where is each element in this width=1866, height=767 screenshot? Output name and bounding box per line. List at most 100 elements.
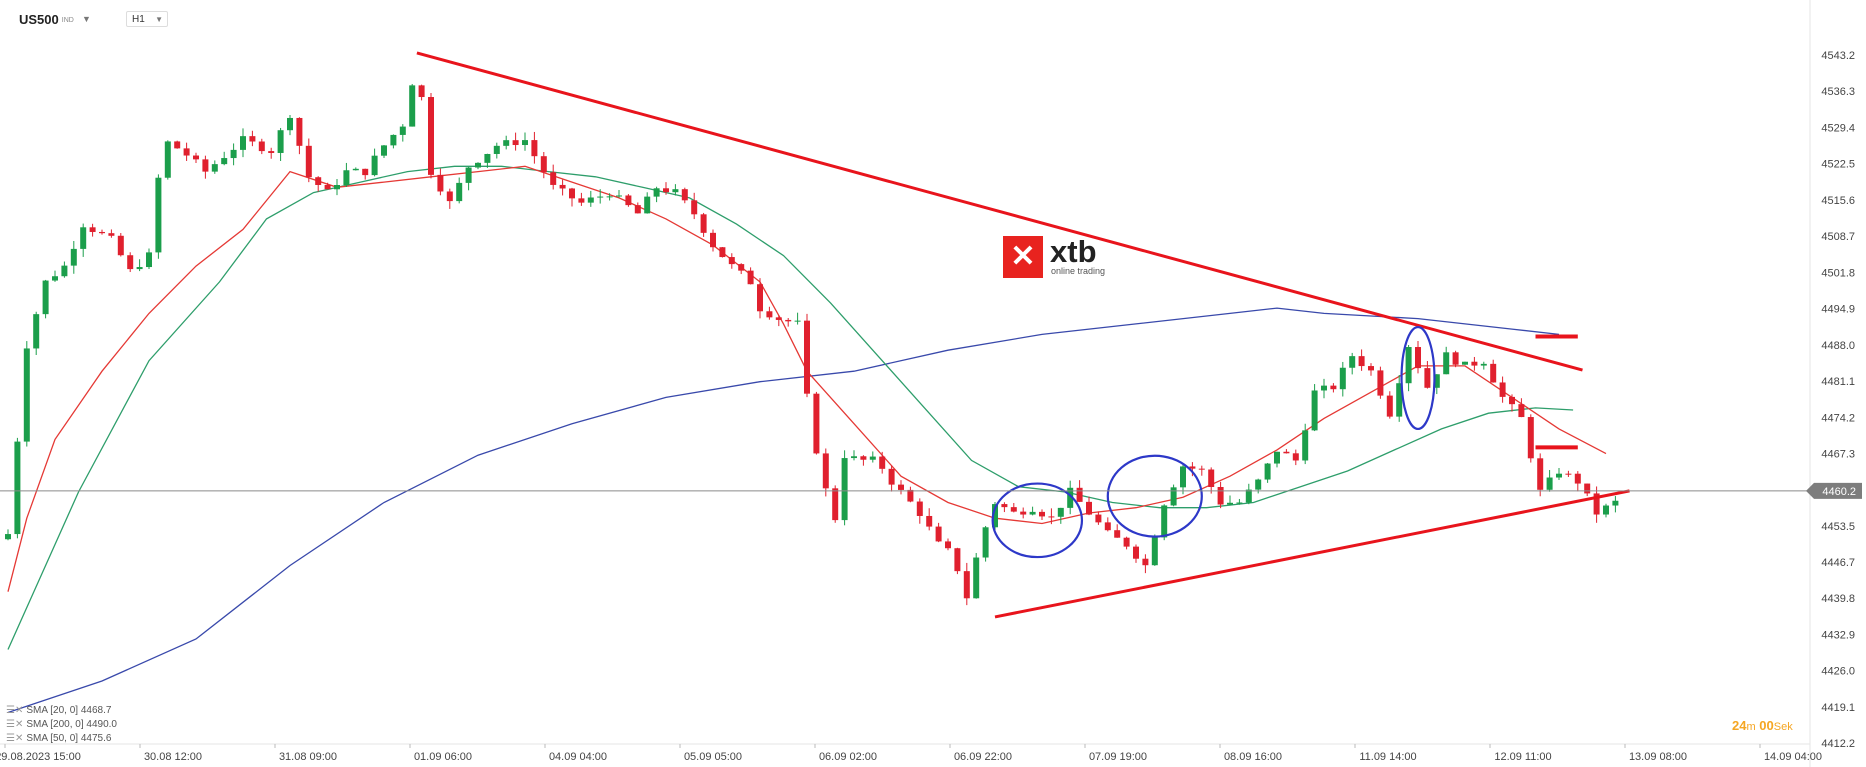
candle-body [898,484,904,490]
y-tick-label: 4474.2 [1821,412,1855,424]
legend-item-sma50[interactable]: ☰✕ SMA [50, 0] 4475.6 [6,733,112,744]
y-tick-label: 4453.5 [1821,521,1855,533]
candle-body [1584,483,1591,494]
x-tick-label: 30.08 12:00 [144,751,202,763]
candle-body [1443,352,1450,375]
candle-body [888,468,895,485]
candle-body [1217,487,1224,505]
candle-body [456,182,463,202]
candle-body [804,320,810,394]
candle-body [1546,477,1553,490]
candle-body [531,140,538,157]
candle-body [343,170,350,185]
candle-body [1255,479,1262,490]
x-tick-label: 11.09 14:00 [1359,751,1416,763]
timeframe-select[interactable]: H1 ▼ [126,11,168,27]
candle-body [1537,458,1544,490]
candle-body [663,188,669,193]
y-tick-label: 4501.8 [1821,267,1855,279]
trendline [416,51,1583,372]
candle-body [70,248,77,266]
candle-body [1452,352,1459,365]
candle-body [475,162,481,168]
candle-body [399,126,406,135]
y-tick-label: 4529.4 [1821,122,1855,134]
candle-body [1612,500,1619,506]
candle-body [813,393,820,454]
candle-body [324,184,331,190]
candle-body [5,534,11,540]
candle-body [973,557,980,599]
candle-body [1433,374,1440,388]
candle-body [287,117,293,131]
settings-icon: ☰✕ [6,705,24,716]
candle-body [916,501,923,516]
candle-body [277,130,284,153]
candle-body [1264,463,1271,480]
candle-body [625,195,632,206]
candle-body [14,441,21,535]
candle-body [503,140,510,146]
candle-body [1311,390,1318,431]
candle-body [1086,501,1092,515]
candle-body [418,85,425,98]
candle-body [33,314,40,349]
candle-body [851,456,857,459]
legend-item-sma200[interactable]: ☰✕ SMA [200, 0] 4490.0 [6,719,117,730]
candle-body [757,284,763,312]
y-tick-label: 4446.7 [1821,557,1855,569]
y-tick-label: 4412.2 [1821,738,1855,750]
settings-icon: ☰✕ [6,719,24,730]
candle-body [1245,489,1252,503]
candle-body [869,456,876,460]
highlight-ellipse [1106,454,1203,538]
candle-body [1321,385,1327,391]
y-tick-label: 4481.1 [1821,376,1855,388]
candle-body [747,270,754,285]
candle-body [879,456,886,469]
x-tick-label: 05.09 05:00 [684,751,742,763]
candle-body [1462,361,1468,365]
candle-body [465,167,472,183]
instrument-symbol[interactable]: US500 IND [19,12,74,27]
candle-body [691,200,698,215]
candle-body [221,158,228,165]
candle-body [371,155,378,176]
candle-body [728,257,735,265]
candle-body [512,140,519,146]
chevron-down-icon[interactable]: ▼ [82,14,91,24]
candle-body [268,151,275,153]
candle-body [841,458,848,521]
y-tick-label: 4508.7 [1821,231,1855,243]
candle-body [315,177,322,185]
legend-item-sma20[interactable]: ☰✕ SMA [20, 0] 4468.7 [6,705,112,716]
candle-body [493,145,500,154]
candle-body [1518,404,1525,418]
y-tick-label: 4419.1 [1821,702,1855,714]
annotations [416,51,1630,619]
candle-body [681,189,688,201]
candle-body [1283,451,1290,454]
candle-body [1020,511,1027,515]
candle-body [1415,347,1421,369]
candle-body [926,515,933,527]
settings-icon: ☰✕ [6,733,24,744]
candle-body [907,489,914,502]
candle-body [1396,383,1403,417]
candle-body [1170,487,1177,506]
candle-body [1189,466,1196,469]
candle-body [1386,395,1393,417]
candle-body [945,541,951,549]
y-tick-label: 4467.3 [1821,449,1855,461]
candle-body [437,174,444,192]
x-tick-label: 14.09 04:00 [1764,751,1822,763]
y-tick-label: 4426.0 [1821,666,1855,678]
candle-body [80,227,87,249]
candle-body [1067,487,1074,508]
y-tick-label: 4439.8 [1821,593,1855,605]
candle-body [785,319,792,322]
candle-body [569,188,575,199]
candle-body [1377,370,1384,396]
candle-body [1001,504,1008,508]
